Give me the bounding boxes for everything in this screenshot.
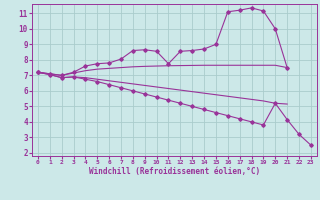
X-axis label: Windchill (Refroidissement éolien,°C): Windchill (Refroidissement éolien,°C) <box>89 167 260 176</box>
